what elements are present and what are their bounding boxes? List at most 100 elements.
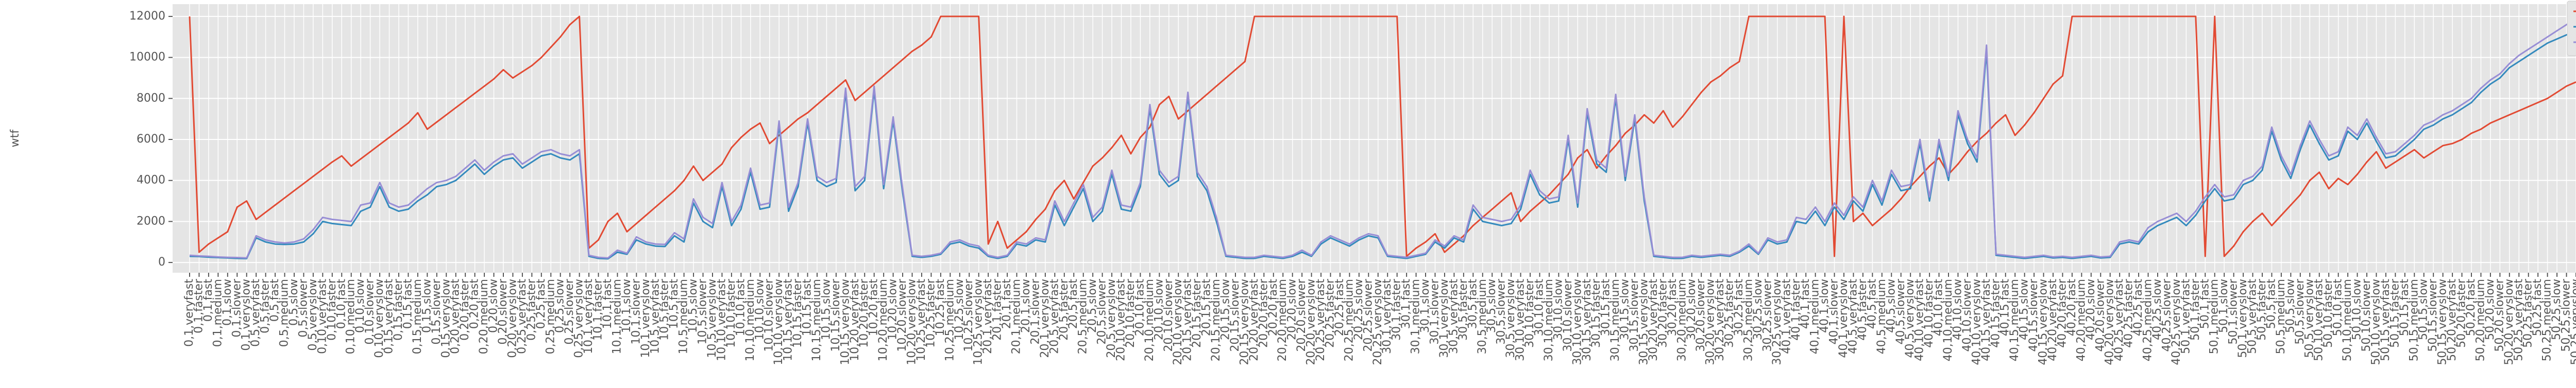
x-tick-label: 30,10,fast (1533, 279, 1546, 337)
x-tick-label: 50,25,medium (2541, 279, 2554, 361)
x-tick-label: 0,1,fast (202, 279, 215, 322)
x-tick-label: 50,5,veryslow (2303, 279, 2316, 358)
x-tick-label: 10,5,slow (687, 279, 700, 333)
x-tick-label: 50,20,fast (2465, 279, 2478, 337)
x-tick-label: 20,20,slower (1295, 278, 1308, 352)
x-tick-label: 20,10,medium (1143, 279, 1156, 361)
x-tick-label: 0,10,medium (345, 279, 358, 354)
x-tick-label: 10,10,veryfast (715, 279, 728, 361)
x-tick-label: 50,20,faster (2455, 278, 2468, 348)
x-tick-label: 0,25,slow (554, 279, 567, 333)
x-tick-label: 20,15,veryslow (1238, 279, 1251, 365)
x-tick-label: 0,25,veryfast (516, 279, 529, 354)
x-tick-label: 40,25,veryslow (2170, 279, 2183, 365)
x-tick-label: 10,1,veryfast (582, 279, 595, 354)
x-tick-label: 50,10,slower (2360, 278, 2373, 352)
x-tick-label: 10,20,veryfast (849, 279, 861, 361)
x-tick-label: 50,5,slower (2294, 278, 2307, 345)
x-tick-label: 40,10,medium (1942, 279, 1955, 361)
y-tick-label: 4000 (137, 174, 165, 187)
x-tick-label: 30,10,slow (1552, 279, 1565, 340)
x-tick-label: 0,1,faster (192, 278, 205, 333)
x-tick-label: 0,5,veryslow (307, 279, 319, 351)
x-tick-label: 10,20,fast (868, 279, 880, 337)
x-tick-label: 10,15,veryfast (782, 279, 795, 361)
x-tick-label: 20,10,veryslow (1172, 279, 1184, 365)
x-tick-label: 40,25,slow (2151, 279, 2164, 340)
x-tick-label: 50,10,fast (2332, 279, 2345, 337)
x-tick-label: 50,5,veryfast (2246, 279, 2259, 354)
x-tick-label: 30,15,slow (1619, 279, 1632, 340)
x-tick-label: 20,5,veryslow (1105, 279, 1118, 358)
x-tick-label: 40,20,slower (2094, 278, 2107, 352)
x-tick-label: 10,25,slower (962, 278, 975, 352)
x-tick-label: 30,10,faster (1523, 278, 1536, 348)
y-tick-label: 8000 (137, 92, 165, 104)
x-tick-label: 10,10,slower (763, 278, 776, 352)
x-tick-label: 40,1,slower (1828, 278, 1841, 345)
x-tick-label: 10,15,faster (791, 278, 804, 348)
x-tick-label: 40,25,veryfast (2113, 279, 2126, 361)
x-tick-label: 50,1,faster (2189, 278, 2202, 341)
x-tick-label: 50,15,slower (2427, 278, 2439, 352)
x-tick-label: 20,25,fast (1333, 279, 1346, 337)
x-tick-label: 10,5,veryfast (649, 279, 662, 354)
x-tick-label: 50,5,faster (2256, 278, 2268, 341)
x-tick-label: 40,20,medium (2075, 279, 2088, 361)
x-tick-label: 10,1,veryslow (639, 279, 652, 358)
x-tick-label: 0,5,medium (278, 279, 291, 347)
plot-background (173, 4, 2576, 273)
x-tick-label: 0,15,fast (401, 279, 414, 329)
x-tick-label: 30,5,faster (1457, 278, 1470, 341)
x-tick-label: 30,5,fast (1466, 279, 1479, 329)
x-tick-label: 20,5,fast (1067, 279, 1080, 329)
x-tick-label: 30,5,medium (1476, 279, 1489, 354)
x-tick-label: 20,1,medium (1010, 279, 1023, 354)
x-tick-label: 40,25,fast (2132, 279, 2145, 337)
x-tick-label: 0,10,slower (364, 278, 377, 345)
x-tick-label: 20,10,slow (1153, 279, 1165, 340)
x-tick-label: 40,5,medium (1875, 279, 1888, 354)
x-tick-label: 10,15,slow (820, 279, 833, 340)
x-tick-label: 20,1,slow (1020, 279, 1032, 333)
x-tick-label: 20,20,veryfast (1248, 279, 1261, 361)
x-tick-label: 10,5,veryslow (706, 279, 719, 358)
x-tick-label: 50,25,slow (2550, 279, 2563, 340)
x-tick-label: 20,1,veryslow (1039, 279, 1052, 358)
y-tick-label: 2000 (137, 215, 165, 227)
x-tick-label: 50,20,veryslow (2503, 279, 2516, 365)
x-tick-label: 10,10,medium (744, 279, 757, 361)
x-tick-label: 30,1,fast (1400, 279, 1413, 329)
x-tick-label: 0,25,slower (563, 278, 576, 345)
x-tick-label: 20,25,medium (1343, 279, 1355, 361)
x-tick-label: 40,1,medium (1809, 279, 1822, 354)
x-tick-label: 30,5,slower (1495, 278, 1508, 345)
x-tick-label: 40,15,medium (2008, 279, 2021, 361)
x-tick-label: 40,25,faster (2123, 278, 2136, 348)
x-tick-label: 0,1,medium (211, 279, 224, 347)
x-tick-label: 10,20,faster (858, 278, 871, 348)
x-tick-label: 40,15,slower (2027, 278, 2040, 352)
x-tick-label: 40,15,veryslow (2037, 279, 2050, 365)
x-tick-label: 10,20,medium (877, 279, 890, 361)
x-tick-label: 0,20,faster (459, 278, 471, 341)
x-tick-label: 20,10,slower (1162, 278, 1175, 352)
x-tick-label: 30,15,medium (1609, 279, 1622, 361)
x-tick-label: 40,5,veryslow (1904, 279, 1917, 358)
x-tick-label: 0,15,veryfast (383, 279, 396, 354)
x-tick-label: 40,1,fast (1799, 279, 1812, 329)
x-tick-label: 0,1,veryslow (240, 279, 253, 351)
x-tick-label: 10,1,fast (601, 279, 614, 329)
x-tick-label: 40,15,fast (1999, 279, 2012, 337)
x-tick-label: 20,15,faster (1191, 278, 1204, 348)
x-tick-label: 10,10,fast (734, 279, 747, 337)
x-tick-label: 30,10,veryslow (1571, 279, 1584, 365)
x-tick-label: 20,1,faster (991, 278, 1004, 341)
x-tick-label: 20,20,fast (1267, 279, 1280, 337)
x-tick-label: 30,1,slow (1419, 279, 1432, 333)
x-tick-label: 50,10,veryfast (2313, 279, 2326, 361)
x-tick-label: 30,1,medium (1410, 279, 1422, 354)
x-tick-label: 40,10,faster (1923, 278, 1936, 348)
x-tick-label: 10,25,faster (924, 278, 937, 348)
